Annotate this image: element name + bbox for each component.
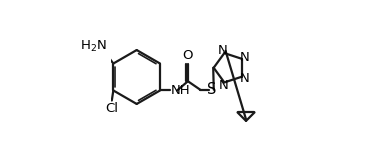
Text: N: N xyxy=(217,44,227,57)
Text: H$_2$N: H$_2$N xyxy=(80,39,107,54)
Text: S: S xyxy=(207,82,216,97)
Text: N: N xyxy=(239,72,249,85)
Text: Cl: Cl xyxy=(105,102,118,115)
Text: N: N xyxy=(219,79,229,92)
Text: NH: NH xyxy=(171,84,190,97)
Text: N: N xyxy=(239,51,249,64)
Text: O: O xyxy=(183,49,193,63)
